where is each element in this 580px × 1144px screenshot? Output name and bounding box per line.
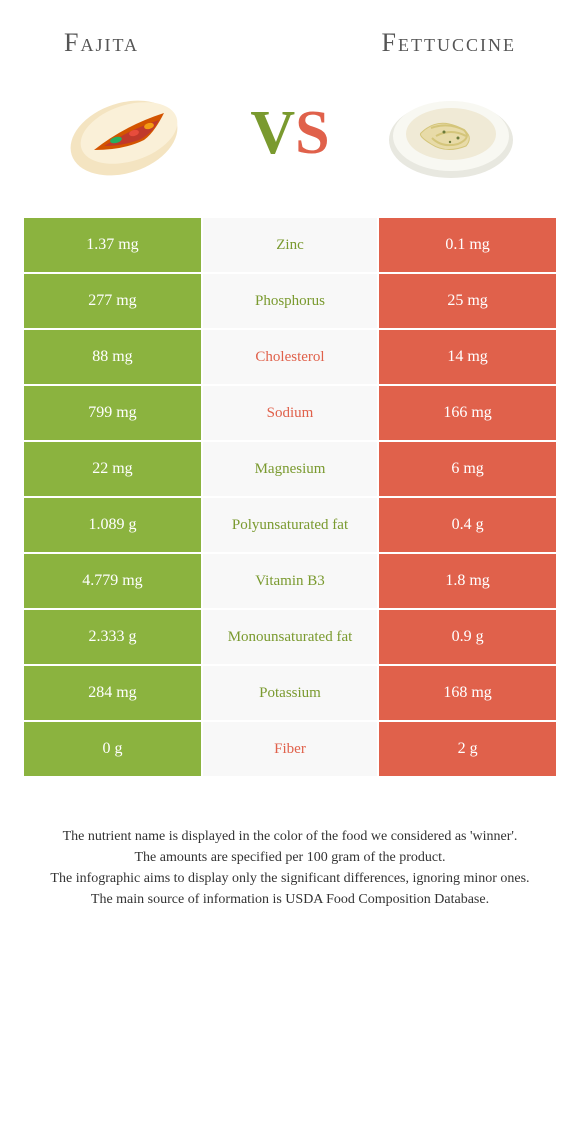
table-row: 0 gFiber2 g xyxy=(24,722,556,778)
cell-right-value: 0.9 g xyxy=(379,610,556,664)
cell-nutrient-label: Phosphorus xyxy=(203,274,377,328)
footnote-line: The nutrient name is displayed in the co… xyxy=(34,828,546,847)
cell-nutrient-label: Zinc xyxy=(203,218,377,272)
cell-left-value: 2.333 g xyxy=(24,610,201,664)
table-row: 2.333 gMonounsaturated fat0.9 g xyxy=(24,610,556,666)
footnote-line: The main source of information is USDA F… xyxy=(34,891,546,910)
table-row: 284 mgPotassium168 mg xyxy=(24,666,556,722)
cell-nutrient-label: Monounsaturated fat xyxy=(203,610,377,664)
table-row: 799 mgSodium166 mg xyxy=(24,386,556,442)
food-title-right: Fettuccine xyxy=(382,28,516,58)
nutrient-table: 1.37 mgZinc0.1 mg277 mgPhosphorus25 mg88… xyxy=(24,218,556,778)
cell-right-value: 166 mg xyxy=(379,386,556,440)
table-row: 1.089 gPolyunsaturated fat0.4 g xyxy=(24,498,556,554)
cell-left-value: 4.779 mg xyxy=(24,554,201,608)
cell-left-value: 284 mg xyxy=(24,666,201,720)
cell-right-value: 0.4 g xyxy=(379,498,556,552)
cell-left-value: 1.37 mg xyxy=(24,218,201,272)
table-row: 1.37 mgZinc0.1 mg xyxy=(24,218,556,274)
cell-right-value: 25 mg xyxy=(379,274,556,328)
table-row: 277 mgPhosphorus25 mg xyxy=(24,274,556,330)
cell-right-value: 168 mg xyxy=(379,666,556,720)
cell-right-value: 14 mg xyxy=(379,330,556,384)
cell-right-value: 2 g xyxy=(379,722,556,776)
cell-left-value: 799 mg xyxy=(24,386,201,440)
cell-left-value: 88 mg xyxy=(24,330,201,384)
cell-nutrient-label: Sodium xyxy=(203,386,377,440)
footnote-line: The infographic aims to display only the… xyxy=(34,870,546,889)
cell-nutrient-label: Fiber xyxy=(203,722,377,776)
vs-row: VS xyxy=(24,78,556,218)
vs-s: S xyxy=(295,99,329,167)
food-title-left: Fajita xyxy=(64,28,139,58)
cell-left-value: 1.089 g xyxy=(24,498,201,552)
cell-right-value: 0.1 mg xyxy=(379,218,556,272)
food-image-right xyxy=(376,78,526,188)
fettuccine-icon xyxy=(376,78,526,188)
cell-nutrient-label: Cholesterol xyxy=(203,330,377,384)
cell-left-value: 22 mg xyxy=(24,442,201,496)
food-image-left xyxy=(54,78,204,188)
header-row: Fajita Fettuccine xyxy=(24,20,556,78)
table-row: 4.779 mgVitamin B31.8 mg xyxy=(24,554,556,610)
cell-nutrient-label: Magnesium xyxy=(203,442,377,496)
cell-nutrient-label: Polyunsaturated fat xyxy=(203,498,377,552)
fajita-icon xyxy=(54,78,204,188)
vs-label: VS xyxy=(250,98,329,169)
footnote-line: The amounts are specified per 100 gram o… xyxy=(34,849,546,868)
cell-right-value: 6 mg xyxy=(379,442,556,496)
table-row: 88 mgCholesterol14 mg xyxy=(24,330,556,386)
footnotes: The nutrient name is displayed in the co… xyxy=(24,778,556,910)
infographic-container: Fajita Fettuccine VS xyxy=(0,0,580,932)
vs-v: V xyxy=(250,99,295,167)
table-row: 22 mgMagnesium6 mg xyxy=(24,442,556,498)
cell-left-value: 277 mg xyxy=(24,274,201,328)
cell-nutrient-label: Vitamin B3 xyxy=(203,554,377,608)
cell-nutrient-label: Potassium xyxy=(203,666,377,720)
cell-right-value: 1.8 mg xyxy=(379,554,556,608)
cell-left-value: 0 g xyxy=(24,722,201,776)
